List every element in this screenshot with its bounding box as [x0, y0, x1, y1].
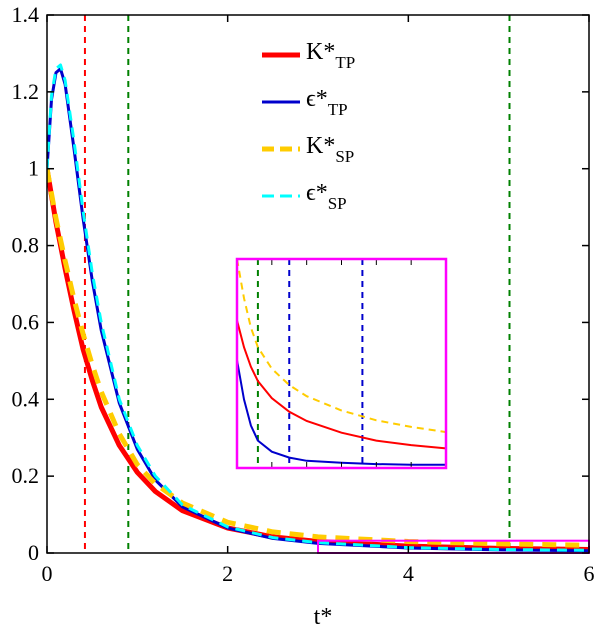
- series-line-3: [47, 63, 589, 552]
- series-line-2: [47, 168, 589, 548]
- series-line-0: [47, 168, 589, 552]
- inset-plot: [235, 257, 448, 470]
- y-tick-label: 1.4: [12, 2, 40, 27]
- y-tick-label: 0.8: [12, 233, 40, 258]
- y-tick-label: 1.2: [12, 79, 40, 104]
- inset-series-line-0: [237, 320, 446, 450]
- y-tick-label: 1: [28, 156, 39, 181]
- legend-label-3: ϵ*SP: [306, 180, 347, 213]
- legend-label-2: K*SP: [306, 133, 354, 166]
- x-tick-label: 6: [584, 561, 595, 586]
- inset-frame: [235, 257, 448, 470]
- inset-series-line-2: [237, 259, 446, 434]
- legend-label-0: K*TP: [306, 39, 355, 72]
- x-tick-label: 0: [42, 561, 53, 586]
- y-tick-label: 0.4: [12, 386, 40, 411]
- legend-label-1: ϵ*TP: [306, 86, 348, 119]
- x-tick-label: 2: [222, 561, 233, 586]
- x-axis-label: t*: [314, 604, 333, 630]
- axes: 0 2 4 6 0 0.2 0.4 0.6 0.8 1 1.2 1.4: [12, 2, 595, 586]
- x-tick-label: 4: [403, 561, 414, 586]
- plot-area: [47, 15, 590, 555]
- legend: K*TP ϵ*TP K*SP ϵ*SP: [262, 39, 355, 213]
- y-tick-label: 0: [28, 540, 39, 565]
- y-tick-label: 0.6: [12, 309, 40, 334]
- plot-frame: [46, 14, 590, 554]
- inset-series-line-1: [237, 360, 446, 466]
- y-tick-label: 0.2: [12, 463, 40, 488]
